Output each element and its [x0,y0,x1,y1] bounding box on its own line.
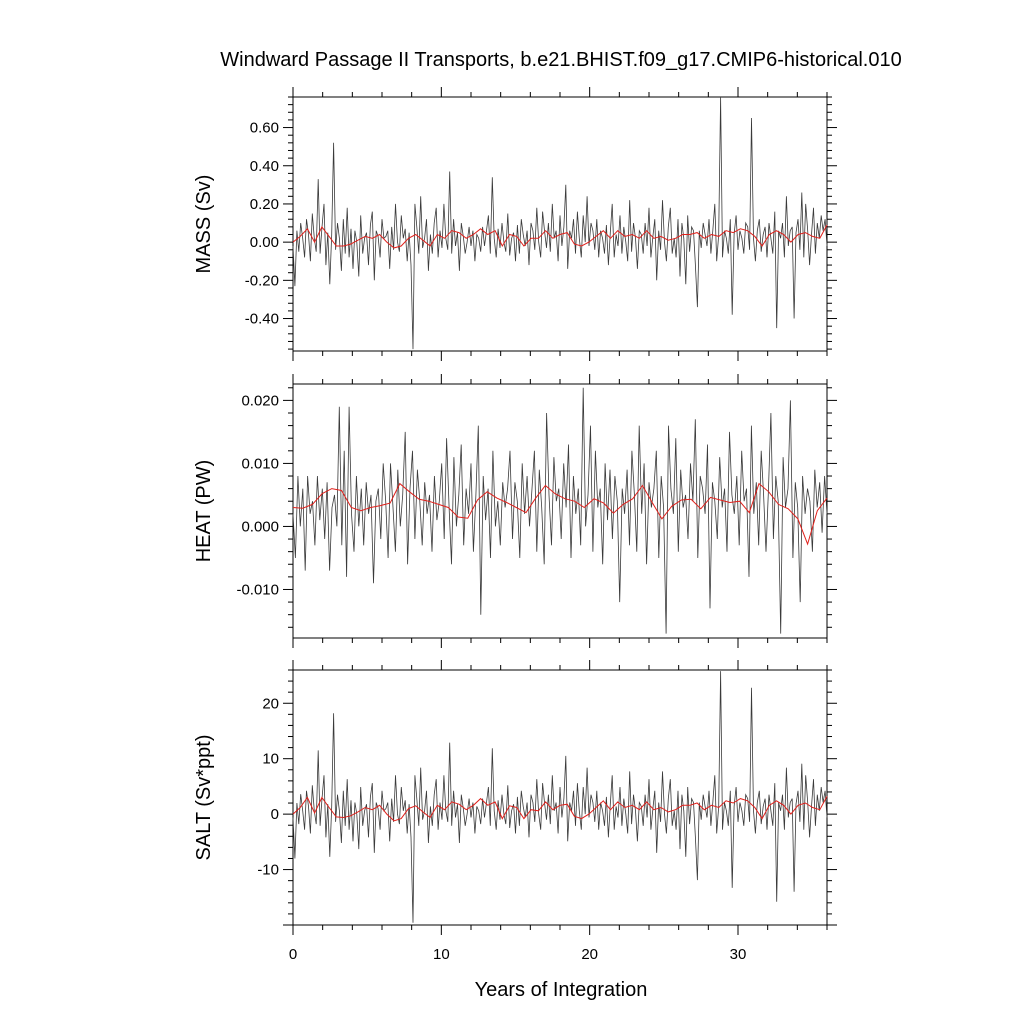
salt-y-tick-label: -10 [257,862,279,879]
salt-y-tick-label: 10 [262,751,279,768]
mass-panel: 0.60 0.40 0.20 0.00 -0.20 -0.40 MASS (Sv) [193,87,837,361]
x-tick-label: 0 [289,946,297,963]
x-tick-label: 20 [581,946,598,963]
mass-y-tick-label: 0.60 [250,120,279,137]
mass-y-tick-label: 0.20 [250,196,279,213]
x-axis-title: Years of Integration [475,979,648,1001]
heat-y-tick-label: 0.020 [241,392,279,409]
salt-raw-series-line [292,671,828,923]
heat-y-tick-label: -0.010 [236,581,279,598]
panels-group: 0.60 0.40 0.20 0.00 -0.20 -0.40 MASS (Sv) 0.020… [193,87,837,963]
salt-y-axis-title: SALT (Sv*ppt) [193,735,215,861]
mass-y-tick-label: 0.40 [250,158,279,175]
mass-y-tick-label: 0.00 [250,234,279,251]
heat-panel: 0.020 0.010 0.000 -0.010 HEAT (PW) [193,374,837,648]
salt-panel: 20 10 0 -10 0 10 20 30 SALT (Sv*ppt) [193,660,837,963]
chart-title: Windward Passage II Transports, b.e21.BH… [220,49,901,71]
salt-y-tick-label: 0 [271,806,279,823]
mass-raw-series-line [292,96,828,350]
salt-annual-series-line [292,796,828,822]
mass-y-axis-title: MASS (Sv) [193,175,215,274]
heat-y-tick-label: 0.000 [241,518,279,535]
x-tick-label: 30 [730,946,747,963]
mass-y-tick-label: -0.20 [245,272,279,289]
heat-y-tick-label: 0.010 [241,455,279,472]
mass-y-tick-label: -0.40 [245,311,279,328]
salt-y-tick-label: 20 [262,695,279,712]
heat-raw-series-line [292,387,828,634]
heat-annual-series-line [292,482,828,546]
heat-y-axis-title: HEAT (PW) [193,460,215,563]
mass-annual-series-line [292,224,828,249]
x-tick-label: 10 [433,946,450,963]
